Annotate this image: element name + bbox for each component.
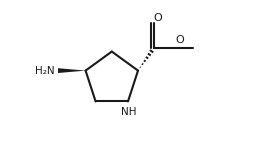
Text: NH: NH <box>121 107 136 117</box>
Polygon shape <box>58 68 86 73</box>
Text: O: O <box>153 13 162 23</box>
Text: O: O <box>175 35 184 45</box>
Text: H₂N: H₂N <box>35 66 55 76</box>
